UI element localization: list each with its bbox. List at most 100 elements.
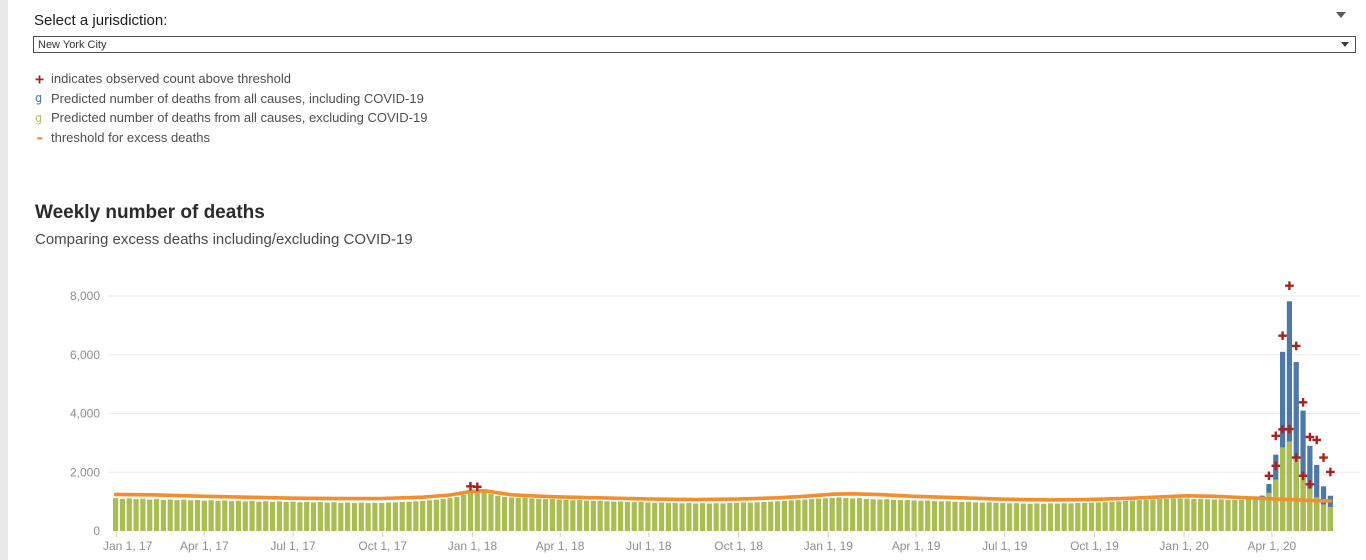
bar-excluding-covid xyxy=(788,500,794,531)
observed-plus-markers xyxy=(466,281,1335,492)
bar-excluding-covid xyxy=(249,500,255,531)
bar-excluding-covid xyxy=(952,501,958,531)
bar-excluding-covid xyxy=(263,501,269,531)
bar-excluding-covid xyxy=(406,501,412,531)
bar-excluding-covid xyxy=(679,503,685,531)
bar-excluding-covid xyxy=(1314,497,1320,531)
bar-excluding-covid xyxy=(351,503,358,531)
bar-excluding-covid xyxy=(645,502,651,531)
green-bar-marker-icon: g xyxy=(35,110,43,125)
bar-excluding-covid xyxy=(147,499,153,531)
bar-excluding-covid xyxy=(1225,499,1231,531)
bar-excluding-covid xyxy=(549,498,555,531)
plus-marker-icon: + xyxy=(35,69,45,88)
bar-excluding-covid xyxy=(276,501,282,531)
bar-excluding-covid xyxy=(1150,499,1156,531)
bar-excluding-covid xyxy=(345,502,351,531)
bar-excluding-covid xyxy=(283,501,289,531)
bar-excluding-covid xyxy=(1000,503,1006,531)
bar-excluding-covid xyxy=(863,498,869,531)
bar-excluding-covid xyxy=(188,500,194,531)
bar-excluding-covid xyxy=(1013,503,1020,531)
bar-excluding-covid xyxy=(734,502,740,531)
bar-excluding-covid xyxy=(740,502,747,531)
bar-excluding-covid xyxy=(1273,479,1279,531)
bar-excluding-covid xyxy=(781,500,788,531)
bar-excluding-covid xyxy=(447,498,453,531)
bars-excluding-covid xyxy=(113,441,1333,531)
bar-excluding-covid xyxy=(515,497,521,531)
bar-excluding-covid xyxy=(1198,498,1204,531)
bar-excluding-covid xyxy=(993,502,999,531)
observed-plus-icon xyxy=(1305,479,1315,489)
gridlines xyxy=(108,295,1360,473)
svg-text:Jul 1, 17: Jul 1, 17 xyxy=(270,539,316,553)
bar-excluding-covid xyxy=(856,498,863,531)
bar-including-covid xyxy=(1286,301,1293,531)
bar-excluding-covid xyxy=(495,495,501,531)
bar-excluding-covid xyxy=(918,500,924,531)
bar-excluding-covid xyxy=(850,498,856,531)
svg-text:Jan 1, 17: Jan 1, 17 xyxy=(103,539,153,553)
observed-plus-icon xyxy=(1298,398,1308,407)
bar-excluding-covid xyxy=(1327,506,1333,531)
observed-plus-icon xyxy=(1271,431,1281,441)
bar-excluding-covid xyxy=(911,500,917,531)
bar-excluding-covid xyxy=(768,501,774,531)
bar-excluding-covid xyxy=(638,501,644,531)
svg-text:Apr 1, 17: Apr 1, 17 xyxy=(180,539,229,553)
collapse-panel-caret-icon[interactable] xyxy=(1336,12,1346,18)
svg-text:6,000: 6,000 xyxy=(70,348,100,362)
bar-excluding-covid xyxy=(304,501,310,531)
bar-excluding-covid xyxy=(1259,497,1265,531)
bar-excluding-covid xyxy=(392,502,399,531)
svg-text:8,000: 8,000 xyxy=(70,289,100,303)
bar-excluding-covid xyxy=(290,501,296,531)
svg-text:Apr 1, 19: Apr 1, 19 xyxy=(892,539,941,553)
bar-excluding-covid xyxy=(713,503,719,531)
bar-excluding-covid xyxy=(488,494,494,531)
bar-excluding-covid xyxy=(1300,476,1306,531)
bar-excluding-covid xyxy=(604,501,610,531)
bar-excluding-covid xyxy=(1116,501,1122,531)
bar-excluding-covid xyxy=(413,501,419,531)
bar-excluding-covid xyxy=(1109,501,1115,531)
legend-item-label: Predicted number of deaths from all caus… xyxy=(51,90,424,106)
bar-excluding-covid xyxy=(399,501,405,531)
bar-excluding-covid xyxy=(461,494,467,531)
bar-excluding-covid xyxy=(1095,502,1101,531)
bar-excluding-covid xyxy=(1293,457,1299,531)
bar-excluding-covid xyxy=(686,503,692,531)
bar-excluding-covid xyxy=(133,499,139,531)
legend-item-threshold: - threshold for excess deaths xyxy=(35,128,427,148)
bar-excluding-covid xyxy=(822,498,828,531)
observed-plus-icon xyxy=(1326,467,1335,477)
bar-excluding-covid xyxy=(542,499,549,531)
bar-excluding-covid xyxy=(870,499,876,531)
svg-text:2,000: 2,000 xyxy=(70,465,100,479)
bar-excluding-covid xyxy=(215,500,221,531)
svg-text:4,000: 4,000 xyxy=(70,407,100,421)
bar-excluding-covid xyxy=(467,492,474,531)
bar-excluding-covid xyxy=(242,501,248,531)
bar-excluding-covid xyxy=(1218,499,1224,531)
bar-excluding-covid xyxy=(1129,500,1136,531)
jurisdiction-dropdown[interactable]: New York City xyxy=(33,36,1356,53)
observed-plus-icon xyxy=(1312,435,1322,445)
svg-text:0: 0 xyxy=(93,524,100,538)
bar-excluding-covid xyxy=(1054,503,1060,531)
bar-excluding-covid xyxy=(1041,503,1047,531)
bar-excluding-covid xyxy=(672,502,678,531)
observed-plus-icon xyxy=(1271,461,1281,471)
bar-excluding-covid xyxy=(884,499,890,531)
legend-item-observed: + indicates observed count above thresho… xyxy=(35,69,427,89)
bar-excluding-covid xyxy=(310,502,317,531)
bar-excluding-covid xyxy=(570,500,576,531)
bar-excluding-covid xyxy=(1027,503,1033,531)
bar-excluding-covid xyxy=(358,502,364,531)
bar-excluding-covid xyxy=(126,498,132,531)
bar-excluding-covid xyxy=(1177,498,1183,531)
bar-excluding-covid xyxy=(890,499,897,531)
weekly-deaths-chart[interactable]: 0 2,000 4,000 6,000 8,000 Jan 1, 17 Apr 1, 17… xyxy=(0,258,1366,560)
